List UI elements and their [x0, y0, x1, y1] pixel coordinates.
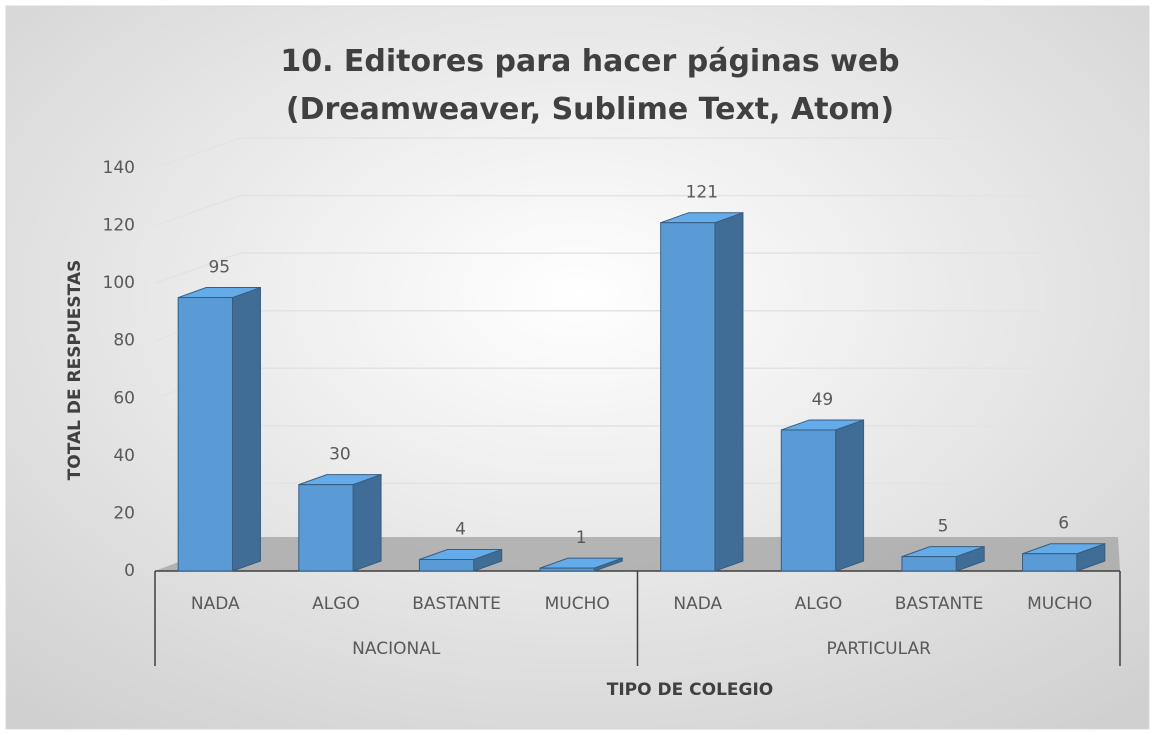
grid-line	[154, 194, 1040, 227]
group-label: PARTICULAR	[827, 639, 932, 659]
x-tick-label: MUCHO	[545, 594, 610, 614]
data-label: 49	[812, 390, 834, 410]
grid-line	[154, 252, 1040, 284]
x-tick-label: MUCHO	[1027, 594, 1092, 614]
bar	[177, 297, 233, 572]
bar	[901, 556, 957, 572]
bar	[298, 484, 354, 572]
floor	[155, 537, 1120, 571]
data-label: 121	[686, 183, 718, 203]
chart-title: 10. Editores para hacer páginas web (Dre…	[280, 44, 900, 127]
data-label: 5	[938, 517, 949, 537]
y-axis-label: TOTAL DE RESPUESTAS	[65, 260, 85, 481]
data-label: 30	[329, 445, 351, 465]
x-tick-label: ALGO	[795, 594, 843, 614]
x-tick-label: BASTANTE	[412, 594, 501, 614]
data-label: 4	[455, 519, 466, 539]
bar-side	[714, 211, 744, 572]
y-tick-label: 100	[103, 273, 135, 293]
x-tick-label: NADA	[673, 594, 722, 614]
group-label: NACIONAL	[352, 639, 441, 659]
data-label: 1	[576, 528, 587, 548]
bar	[660, 222, 716, 572]
data-label: 6	[1058, 514, 1069, 534]
bar	[1022, 553, 1078, 572]
y-tick-label: 120	[103, 216, 135, 236]
x-tick-label: ALGO	[312, 594, 360, 614]
x-tick-label: NADA	[191, 594, 240, 614]
y-tick-label: 40	[113, 446, 135, 466]
bar-side	[231, 286, 261, 572]
y-tick-label: 0	[124, 561, 135, 581]
y-tick-label: 20	[113, 503, 135, 523]
data-label: 95	[208, 258, 230, 278]
bar-side	[352, 473, 382, 572]
bar	[539, 567, 595, 572]
y-tick-label: 140	[103, 158, 135, 178]
bar	[418, 558, 475, 572]
x-axis-label: TIPO DE COLEGIO	[607, 680, 774, 700]
y-tick-label: 80	[113, 331, 135, 351]
bar	[780, 429, 837, 572]
bar-side	[835, 419, 865, 572]
y-tick-label: 60	[113, 388, 135, 408]
grid-line	[154, 137, 1040, 169]
x-tick-label: BASTANTE	[895, 594, 984, 614]
